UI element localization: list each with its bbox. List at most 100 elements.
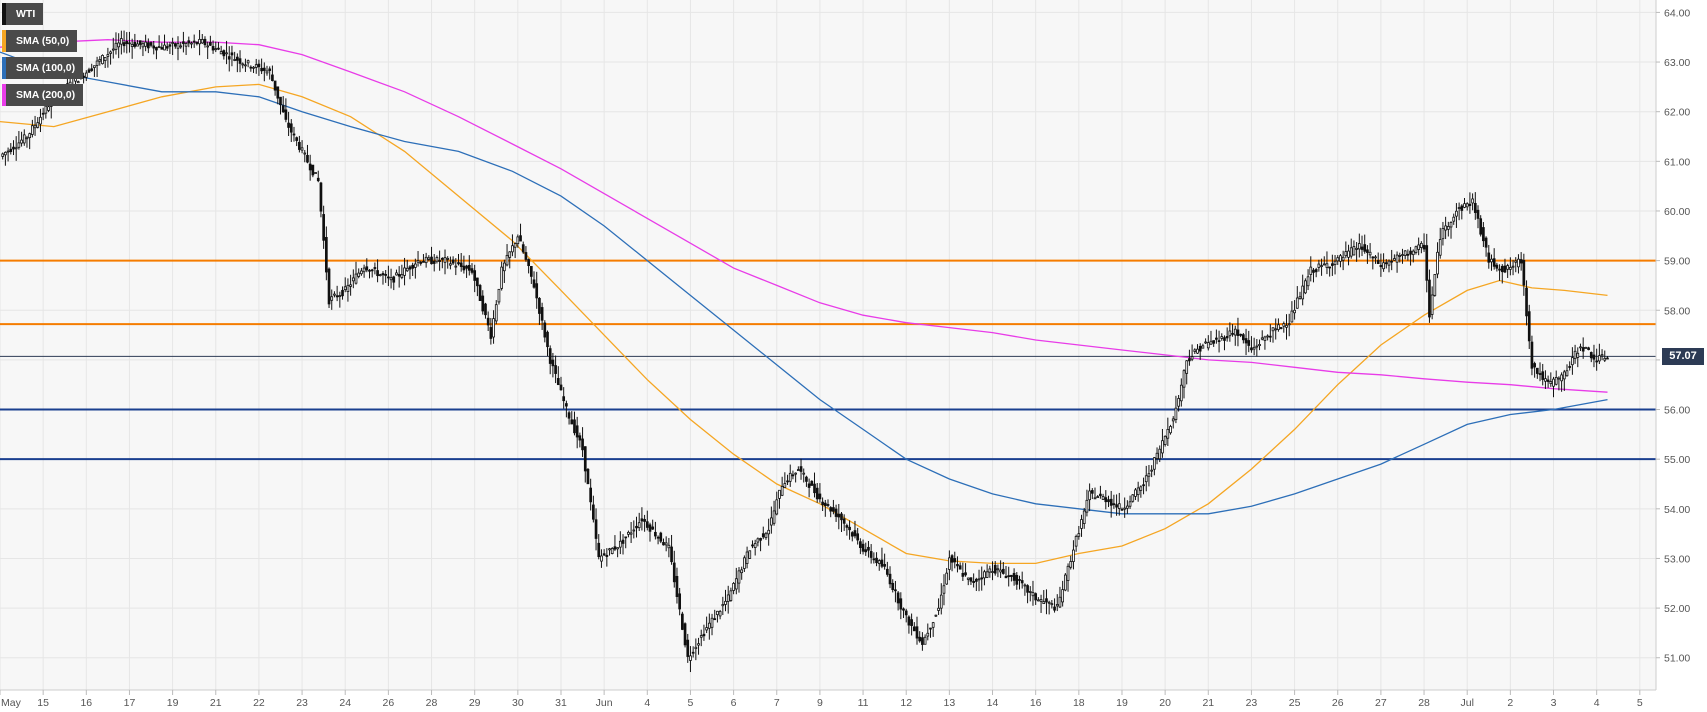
candle-body [462,265,466,271]
x-tick-label: 24 [339,697,351,709]
candle-body [1476,209,1480,219]
candle-body [713,618,717,621]
candle-body [1242,334,1245,341]
candle-body [885,568,889,575]
candle-body [621,539,625,544]
candle-body [1589,352,1593,359]
y-tick-label: 59.00 [1664,256,1690,268]
candle-body [583,446,587,472]
candle-body [1290,310,1294,323]
candle-body [1306,276,1310,287]
candle-body [343,286,347,291]
candle-body [1495,264,1499,269]
candle-body [1120,508,1124,511]
candle-body [788,472,792,482]
candle-body [546,331,549,348]
x-tick-label: 28 [1418,697,1430,709]
candle-body [451,259,455,264]
candle-body [1433,274,1437,296]
candle-body [1177,398,1180,407]
candle-body [346,284,350,292]
candle-body [1533,363,1536,368]
candle-body [273,80,277,91]
candle-body [365,266,369,271]
candle-body [311,164,315,176]
candle-body [481,295,485,312]
candle-body [422,260,425,263]
candle-body [341,289,344,297]
candle-body [1549,381,1553,384]
candle-body [1131,494,1135,502]
candle-body [1223,337,1226,341]
x-tick-label: 22 [253,697,265,709]
legend-item-sma50[interactable]: SMA (50,0) [2,30,78,52]
candle-body [1142,484,1145,487]
candle-body [567,412,571,419]
candle-body [802,472,806,475]
candle-body [740,569,744,574]
candle-body [805,476,808,482]
candle-body [1441,228,1445,240]
candle-body [279,96,282,106]
candle-body [484,303,487,316]
candle-body [84,72,88,78]
legend-item-sma200[interactable]: SMA (200,0) [2,84,84,106]
candle-body [815,487,819,500]
candle-body [403,267,406,276]
candle-body [1382,262,1385,270]
candle-body [1058,596,1062,608]
candle-body [492,318,495,338]
candle-body [106,54,110,57]
candle-body [47,106,50,111]
x-tick-label: 19 [167,697,179,709]
candle-body [1498,268,1501,271]
candle-body [435,257,439,262]
x-tick-label: Jun [596,697,613,709]
candle-body [842,518,846,524]
candle-body [991,571,994,573]
candle-body [414,263,417,268]
candle-body [1603,357,1607,361]
candle-body [1099,493,1102,497]
candle-body [1295,297,1299,309]
candle-body [1584,347,1588,349]
candle-body [910,619,913,626]
candle-body [184,43,188,47]
candle-body [1473,202,1477,213]
candle-body [470,268,474,273]
candle-body [667,544,671,549]
x-tick-label: 23 [296,697,308,709]
candle-body [778,489,781,499]
candle-body [1198,345,1202,352]
sma-line [0,83,1608,565]
x-tick-label: 17 [124,697,136,709]
candle-body [829,507,833,512]
candle-body [1457,207,1461,209]
candle-body [330,296,334,301]
candle-body [1206,342,1210,349]
candle-body [1274,328,1278,331]
candle-body [1522,260,1526,286]
candle-body [1039,599,1043,602]
candle-body [1104,497,1108,503]
legend-item-sma100[interactable]: SMA (100,0) [2,57,84,79]
candle-body [473,270,477,281]
legend-item-wti[interactable]: WTI [2,3,44,25]
candle-body [1390,260,1394,263]
x-tick-label: 25 [1289,697,1301,709]
x-tick-label: 28 [426,697,438,709]
candle-body [494,304,498,322]
candle-body [1438,239,1442,256]
candle-body [1166,428,1170,439]
candle-body [519,235,522,242]
candle-body [880,559,884,567]
candle-body [90,68,94,71]
candle-body [912,626,916,632]
candle-body [1072,549,1075,562]
wti-swatch [2,3,6,25]
legend-label-wti: WTI [16,8,36,20]
candle-body [988,568,992,573]
candle-body [271,74,274,81]
candle-body [745,551,749,564]
y-axis: 51.0052.0053.0054.0055.0056.0057.0058.00… [1656,7,1690,665]
